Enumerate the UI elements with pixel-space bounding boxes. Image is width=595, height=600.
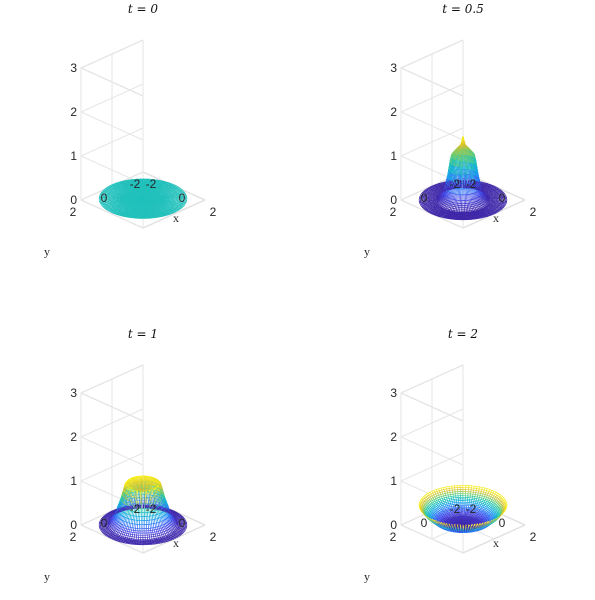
x-tick-label: 2: [210, 205, 217, 219]
x-tick-label: 0: [179, 191, 186, 205]
z-tick-label: 2: [390, 430, 397, 444]
x-tick-label: 0: [179, 516, 186, 530]
z-tick-label: 1: [70, 149, 77, 163]
x-axis-label: x: [493, 536, 499, 550]
y-tick-label: 2: [390, 205, 397, 219]
x-axis-label: x: [173, 536, 179, 550]
y-tick-label: 0: [421, 191, 428, 205]
x-tick-label: 2: [530, 530, 537, 544]
x-axis-label: x: [493, 211, 499, 225]
z-tick-label: 2: [70, 105, 77, 119]
y-tick-label: 2: [390, 530, 397, 544]
z-tick-label: 1: [390, 474, 397, 488]
x-tick-label: -2: [146, 502, 157, 516]
z-tick-label: 0: [70, 193, 77, 207]
y-tick-label: 0: [101, 191, 108, 205]
panel-title: t = 2: [448, 327, 478, 341]
x-tick-label: -2: [466, 502, 477, 516]
z-tick-label: 2: [390, 105, 397, 119]
surface: [98, 475, 188, 546]
y-axis-label: y: [44, 570, 50, 584]
y-tick-label: 0: [421, 516, 428, 530]
x-tick-label: 2: [530, 205, 537, 219]
y-tick-label: -2: [130, 502, 141, 516]
surface: [418, 136, 508, 221]
x-tick-label: 2: [210, 530, 217, 544]
y-axis-label: y: [364, 570, 370, 584]
y-tick-label: 2: [70, 530, 77, 544]
z-tick-label: 3: [70, 61, 77, 75]
x-tick-label: -2: [146, 177, 157, 191]
panel-title: t = 1: [128, 327, 158, 341]
y-axis-label: y: [44, 245, 50, 259]
surface: [98, 178, 188, 219]
y-tick-label: -2: [130, 177, 141, 191]
z-tick-label: 0: [390, 193, 397, 207]
z-tick-label: 3: [70, 386, 77, 400]
z-tick-label: 3: [390, 61, 397, 75]
y-tick-label: 0: [101, 516, 108, 530]
y-tick-label: -2: [450, 177, 461, 191]
panel-title: t = 0: [128, 2, 159, 16]
x-tick-label: 0: [499, 516, 506, 530]
surface: [418, 485, 508, 533]
z-tick-label: 0: [70, 518, 77, 532]
z-tick-label: 1: [390, 149, 397, 163]
x-axis-label: x: [173, 211, 179, 225]
z-tick-label: 0: [390, 518, 397, 532]
z-tick-label: 3: [390, 386, 397, 400]
y-tick-label: 2: [70, 205, 77, 219]
x-tick-label: 0: [499, 191, 506, 205]
x-tick-label: -2: [466, 177, 477, 191]
z-tick-label: 2: [70, 430, 77, 444]
z-tick-label: 1: [70, 474, 77, 488]
y-axis-label: y: [364, 245, 370, 259]
y-tick-label: -2: [450, 502, 461, 516]
panel-title: t = 0.5: [442, 2, 484, 16]
